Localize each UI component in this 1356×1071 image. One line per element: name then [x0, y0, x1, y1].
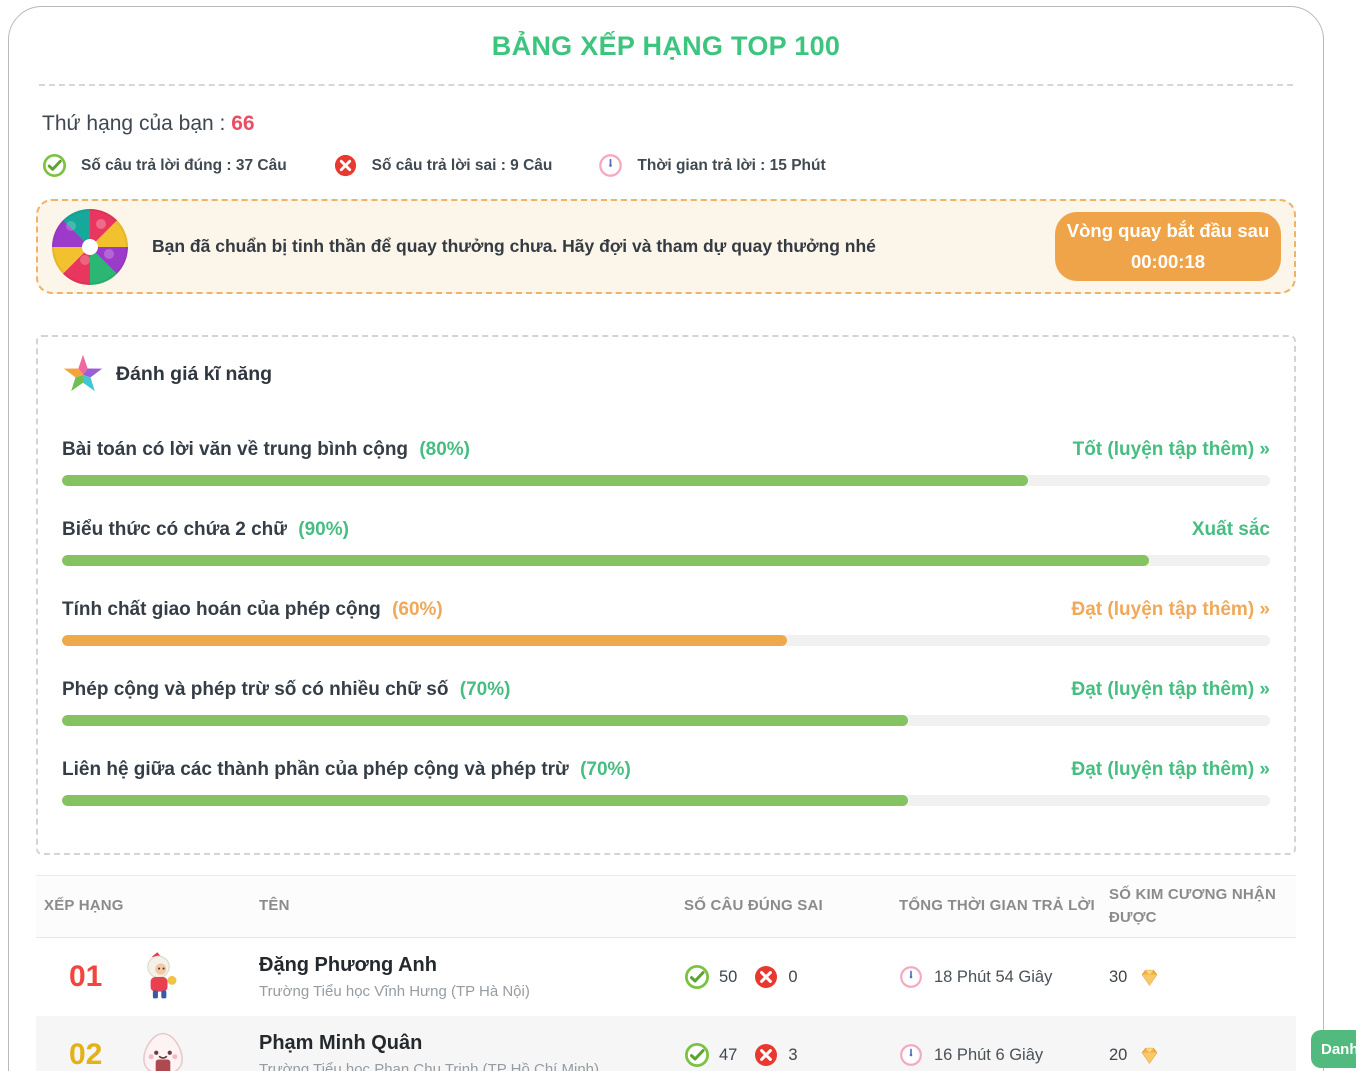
skills-section: Đánh giá kĩ năng Bài toán có lời văn về … — [36, 335, 1296, 855]
skill-progress-fill — [62, 635, 787, 646]
wrong-icon — [753, 964, 779, 990]
prize-wheel-icon — [52, 208, 128, 285]
skill-name: Liên hệ giữa các thành phần của phép cộn… — [62, 759, 569, 780]
skill-item: Phép cộng và phép trừ số có nhiều chữ số… — [62, 679, 1270, 726]
diamond-icon — [1137, 1043, 1162, 1068]
clock-icon — [899, 1043, 923, 1067]
skill-progress-fill — [62, 475, 1029, 486]
skill-rating-link[interactable]: Đạt (luyện tập thêm) » — [1071, 759, 1270, 780]
col-header-rank: XẾP HẠNG — [44, 897, 124, 915]
spin-banner-message: Bạn đã chuẩn bị tinh thần để quay thưởng… — [152, 236, 876, 256]
skill-progress-bar — [62, 635, 1270, 646]
correct-icon — [42, 153, 67, 178]
spin-countdown-timer: 00:00:18 — [1130, 250, 1206, 272]
leaderboard-header-row: XẾP HẠNG TÊN SỐ CÂU ĐÚNG SAI TỔNG THỜI G… — [36, 875, 1296, 938]
player-school: Trường Tiểu học Vĩnh Hưng (TP Hà Nội) — [259, 983, 530, 1000]
stat-correct: Số câu trả lời đúng : 37 Câu — [42, 153, 287, 178]
player-name: Phạm Minh Quân — [259, 1032, 423, 1054]
col-header-time: TỔNG THỜI GIAN TRẢ LỜI — [899, 897, 1095, 915]
skill-item: Liên hệ giữa các thành phần của phép cộn… — [62, 759, 1270, 806]
your-rank-label: Thứ hạng của bạn : — [42, 112, 226, 135]
skill-item: Tính chất giao hoán của phép cộng (60%) … — [62, 599, 1270, 646]
clock-icon — [598, 153, 623, 178]
leaderboard-table: XẾP HẠNG TÊN SỐ CÂU ĐÚNG SAI TỔNG THỜI G… — [36, 875, 1296, 1071]
skill-name: Tính chất giao hoán của phép cộng — [62, 599, 381, 620]
rank-number: 02 — [69, 1038, 103, 1071]
diamond-count: 20 — [1109, 1045, 1128, 1064]
ranking-list-button[interactable]: Danh — [1311, 1030, 1356, 1068]
skill-progress-fill — [62, 555, 1150, 566]
col-header-diamonds: SỐ KIM CƯƠNG NHẬN ĐƯỢC — [1109, 886, 1276, 926]
rank-number: 01 — [69, 960, 103, 993]
player-name: Đặng Phương Anh — [259, 954, 437, 976]
correct-count: 50 — [719, 967, 738, 986]
skill-progress-bar — [62, 715, 1270, 726]
skills-list: Bài toán có lời văn về trung bình cộng (… — [62, 439, 1270, 806]
wrong-count: 3 — [788, 1045, 798, 1064]
col-header-score: SỐ CÂU ĐÚNG SAI — [684, 897, 823, 915]
player-school: Trường Tiểu học Phan Chu Trinh (TP Hồ Ch… — [259, 1061, 600, 1071]
diamond-icon — [1137, 965, 1162, 990]
correct-count: 47 — [719, 1045, 738, 1064]
skill-rating-link[interactable]: Đạt (luyện tập thêm) » — [1071, 599, 1270, 620]
table-row: 01 Đặng Phương Anh Trường Tiểu học Vĩnh … — [36, 938, 1296, 1016]
skill-progress-fill — [62, 795, 908, 806]
skills-title: Đánh giá kĩ năng — [116, 362, 273, 385]
col-header-name: TÊN — [259, 897, 290, 915]
leaderboard-rows: 01 Đặng Phương Anh Trường Tiểu học Vĩnh … — [36, 938, 1296, 1071]
stats-row: Số câu trả lời đúng : 37 Câu Số câu trả … — [42, 153, 1323, 178]
your-rank: Thứ hạng của bạn : 66 — [42, 112, 1323, 136]
skill-progress-bar — [62, 795, 1270, 806]
skill-percent: (60%) — [392, 599, 443, 620]
stat-wrong-text: Số câu trả lời sai : 9 Câu — [371, 156, 553, 174]
skill-progress-fill — [62, 715, 908, 726]
star-icon — [62, 353, 104, 395]
stat-time: Thời gian trả lời : 15 Phút — [598, 153, 826, 178]
your-rank-value: 66 — [231, 112, 255, 135]
stat-wrong: Số câu trả lời sai : 9 Câu — [333, 153, 553, 178]
wrong-count: 0 — [788, 967, 798, 986]
skill-item: Biểu thức có chứa 2 chữ (90%) Xuất sắc — [62, 519, 1270, 566]
leaderboard-page: BẢNG XẾP HẠNG TOP 100 Thứ hạng của bạn :… — [8, 6, 1324, 1071]
answer-time: 16 Phút 6 Giây — [934, 1045, 1044, 1064]
wrong-icon — [333, 153, 358, 178]
skill-progress-bar — [62, 555, 1270, 566]
skill-percent: (80%) — [419, 439, 471, 460]
table-row: 02 Phạm Minh Quân Trường Tiểu học Phan C… — [36, 1016, 1296, 1071]
spin-countdown-button[interactable]: Vòng quay bắt đầu sau 00:00:18 — [1055, 212, 1281, 281]
skill-item: Bài toán có lời văn về trung bình cộng (… — [62, 439, 1270, 486]
spin-countdown-label: Vòng quay bắt đầu sau — [1066, 219, 1270, 241]
skill-rating: Xuất sắc — [1191, 519, 1270, 540]
diamond-count: 30 — [1109, 967, 1128, 986]
spin-reward-banner: Bạn đã chuẩn bị tinh thần để quay thưởng… — [36, 199, 1296, 294]
skill-percent: (70%) — [580, 759, 631, 780]
divider — [39, 84, 1293, 86]
page-title: BẢNG XẾP HẠNG TOP 100 — [491, 31, 841, 61]
skill-rating-link[interactable]: Đạt (luyện tập thêm) » — [1071, 679, 1270, 700]
skill-rating-link[interactable]: Tốt (luyện tập thêm) » — [1072, 439, 1270, 460]
avatar — [136, 1028, 190, 1071]
stat-time-text: Thời gian trả lời : 15 Phút — [637, 156, 826, 174]
skills-header: Đánh giá kĩ năng — [62, 353, 1270, 395]
skill-percent: (90%) — [298, 519, 349, 540]
skill-name: Phép cộng và phép trừ số có nhiều chữ số — [62, 679, 449, 700]
skill-percent: (70%) — [459, 679, 511, 700]
avatar — [136, 950, 190, 1004]
correct-icon — [684, 964, 710, 990]
correct-icon — [684, 1042, 710, 1068]
ranking-list-button-label: Danh — [1321, 1040, 1356, 1058]
skill-progress-bar — [62, 475, 1270, 486]
stat-correct-text: Số câu trả lời đúng : 37 Câu — [81, 156, 287, 174]
clock-icon — [899, 965, 923, 989]
wrong-icon — [753, 1042, 779, 1068]
skill-name: Biểu thức có chứa 2 chữ — [62, 519, 287, 540]
answer-time: 18 Phút 54 Giây — [934, 967, 1053, 986]
skill-name: Bài toán có lời văn về trung bình cộng — [62, 439, 409, 460]
